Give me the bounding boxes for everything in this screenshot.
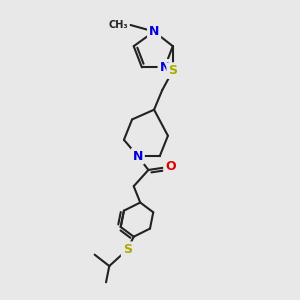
Text: N: N <box>160 61 170 74</box>
Text: CH₃: CH₃ <box>108 20 128 30</box>
Text: S: S <box>123 243 132 256</box>
Text: S: S <box>168 64 177 77</box>
Text: N: N <box>149 25 159 38</box>
Text: N: N <box>133 150 143 163</box>
Text: O: O <box>165 160 176 173</box>
